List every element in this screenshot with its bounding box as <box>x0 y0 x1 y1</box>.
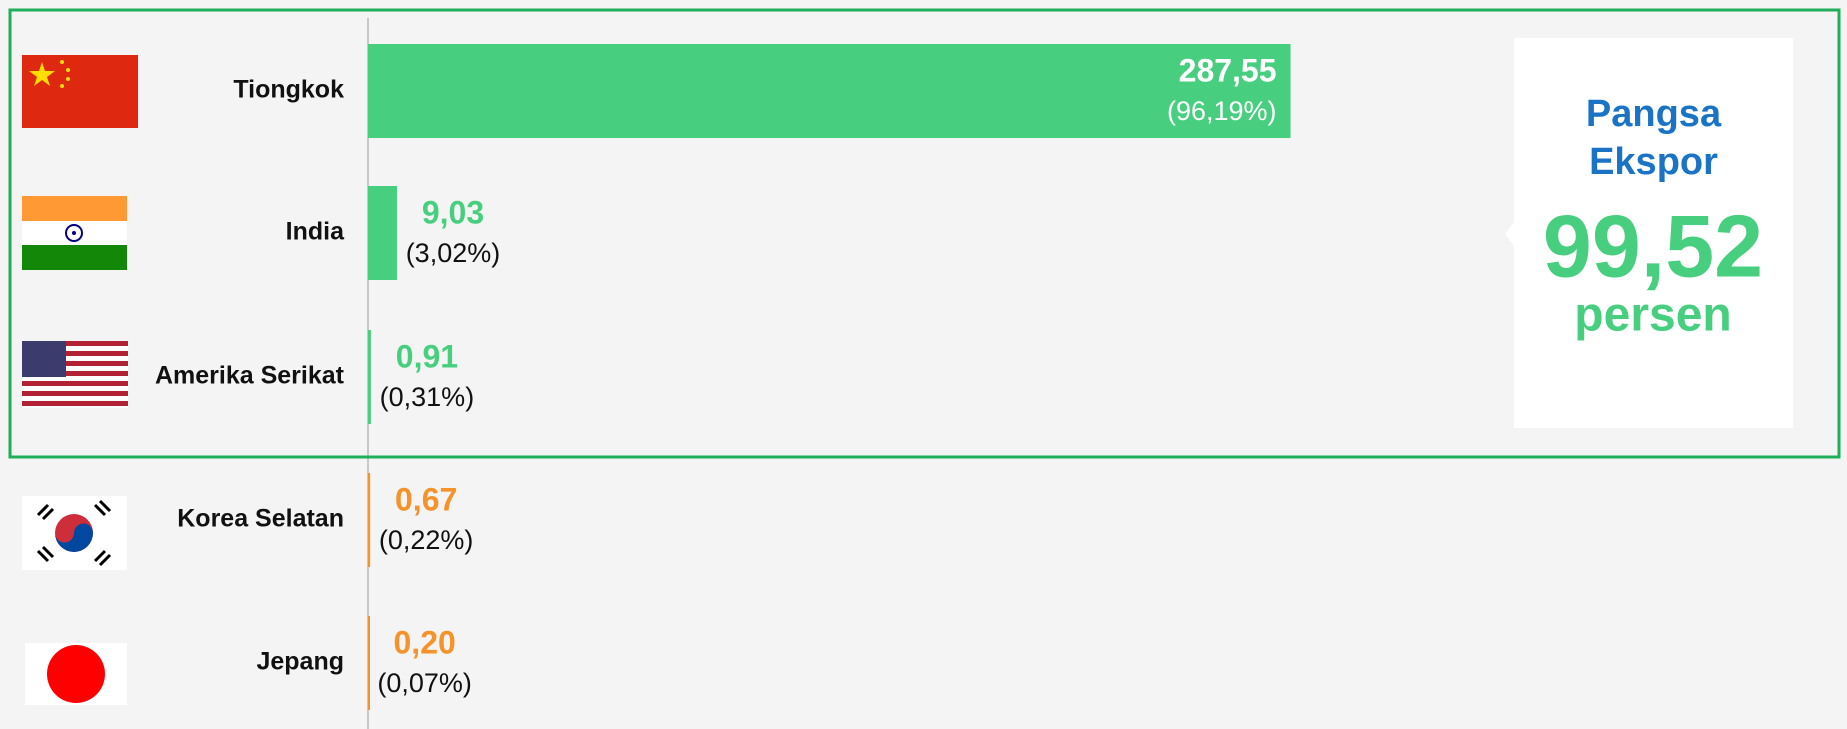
category-label: Tiongkok <box>233 76 344 104</box>
share-label: (3,02%) <box>406 238 501 268</box>
bar <box>368 44 1291 138</box>
share-label: (96,19%) <box>1167 96 1277 126</box>
share-label: (0,22%) <box>379 525 474 555</box>
share-label: (0,07%) <box>377 668 472 698</box>
value-label: 287,55 <box>1179 52 1277 88</box>
callout-box <box>1514 38 1793 428</box>
bar <box>368 330 371 424</box>
category-label: Jepang <box>256 648 344 676</box>
category-label: Korea Selatan <box>177 505 344 533</box>
bar <box>368 473 371 567</box>
highlight-box <box>8 8 1841 459</box>
value-label: 0,91 <box>396 338 458 374</box>
share-label: (0,31%) <box>380 382 475 412</box>
flag-usa <box>22 341 128 408</box>
bar <box>368 616 370 710</box>
flag-china <box>22 55 138 128</box>
category-label: Amerika Serikat <box>155 362 345 390</box>
flag-india <box>22 196 127 270</box>
category-label: India <box>286 218 345 246</box>
callout-value: 99,52 <box>1543 196 1763 295</box>
flag-japan <box>25 643 127 705</box>
value-label: 0,67 <box>395 481 457 517</box>
callout-title: Pangsa Ekspor <box>1585 93 1722 183</box>
value-label: 0,20 <box>394 624 456 660</box>
callout-pointer <box>1505 222 1514 246</box>
callout-unit: persen <box>1574 289 1731 342</box>
callout-title-wrap: Pangsa Ekspor <box>1585 93 1722 183</box>
value-label: 9,03 <box>422 194 484 230</box>
flag-korea <box>22 496 127 570</box>
bar <box>368 186 397 280</box>
